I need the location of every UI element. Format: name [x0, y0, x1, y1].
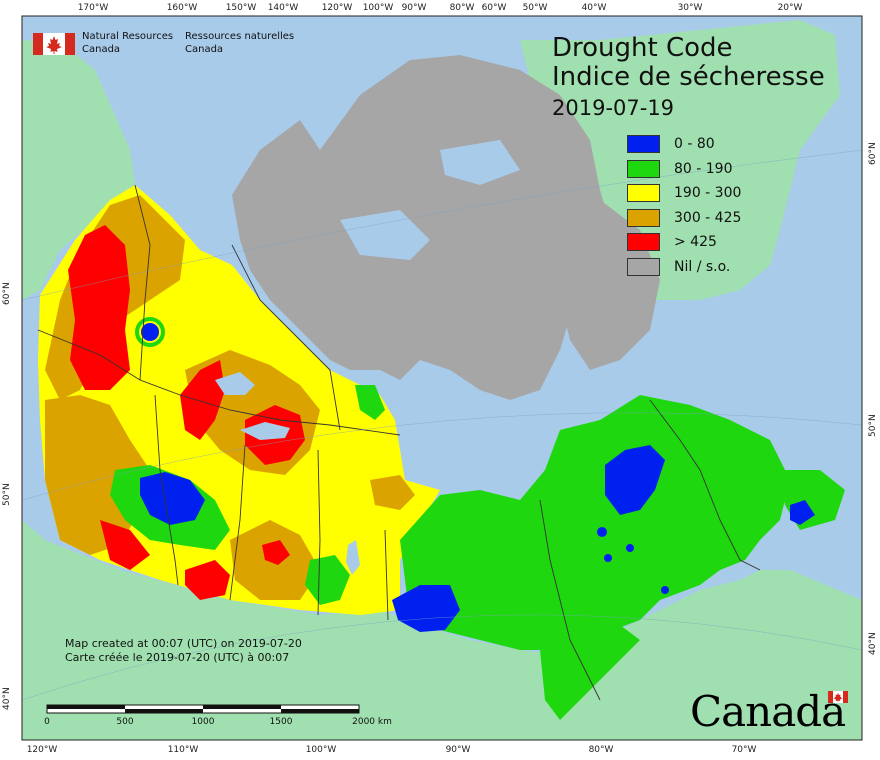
tick-top-30w: 30°W [677, 3, 703, 13]
tick-top-50w: 50°W [522, 3, 548, 13]
legend-label: 190 - 300 [674, 185, 742, 202]
tick-right-40n: 40°N [868, 632, 878, 655]
graticule-lines [21, 149, 863, 701]
scale-label-1500: 1500 [269, 717, 293, 727]
nrcan-name-en-2: Canada [82, 44, 121, 55]
prairie-green [305, 555, 350, 605]
tick-top-100w: 100°W [362, 3, 394, 13]
yukon-blue-ring [135, 317, 165, 347]
legend-swatch [627, 233, 660, 252]
nwt-red [180, 360, 225, 440]
scale-label-1000: 1000 [191, 717, 215, 727]
quebec-blue-spot-1 [597, 527, 607, 537]
tick-top-80w: 80°W [449, 3, 475, 13]
tick-top-140w: 140°W [267, 3, 299, 13]
hudson-bay-water [400, 370, 550, 500]
map-date: 2019-07-19 [552, 96, 675, 120]
great-bear-lake [215, 372, 255, 395]
scale-label-2000: 2000 km [352, 717, 392, 727]
tick-bottom-110w: 110°W [167, 745, 199, 755]
southern-ontario [540, 625, 640, 720]
quebec-blue [605, 445, 665, 515]
labrador-blue [790, 500, 815, 525]
nrcan-name-fr-2: Canada [185, 44, 224, 55]
map-title: Drought Code Indice de sécheresse [552, 34, 825, 92]
scale-label-0: 0 [44, 717, 50, 727]
legend-label: 80 - 190 [674, 160, 733, 177]
tick-bottom-90w: 90°W [445, 745, 471, 755]
arctic-islands [232, 55, 615, 400]
quebec-blue-spot-2 [604, 554, 612, 562]
tick-right-60n: 60°N [868, 142, 878, 165]
scale-label-500: 500 [116, 717, 134, 727]
tick-left-50n: 50°N [2, 483, 12, 506]
lake-winnipeg [346, 540, 360, 575]
tick-top-160w: 160°W [166, 3, 198, 13]
nb-blue-spot [661, 586, 669, 594]
tick-top-40w: 40°W [581, 3, 607, 13]
tick-left-40n: 40°N [2, 687, 12, 710]
tick-top-90w: 90°W [401, 3, 427, 13]
tick-top-150w: 150°W [225, 3, 257, 13]
legend-label: Nil / s.o. [674, 258, 731, 275]
nrcan-name-fr-1: Ressources naturelles [185, 31, 295, 42]
tick-bottom-80w: 80°W [588, 745, 614, 755]
title-english: Drought Code [552, 33, 733, 63]
tick-bottom-100w: 100°W [305, 745, 337, 755]
alaska-land [22, 40, 135, 300]
legend-swatch [627, 184, 660, 203]
great-slave-lake [240, 422, 290, 440]
hudson-shore-green [355, 385, 385, 420]
legend-label: > 425 [674, 234, 717, 251]
map-credit: Map created at 00:07 (UTC) on 2019-07-20… [65, 637, 302, 665]
bc-south-red [100, 520, 150, 570]
legend-swatch [627, 135, 660, 153]
provincial-borders [37, 184, 761, 701]
alberta-blue [140, 472, 205, 525]
arctic-channel-2 [440, 140, 520, 185]
tick-top-20w: 20°W [777, 3, 803, 13]
scale-bar-graphic [46, 704, 360, 714]
legend-swatch [627, 257, 660, 276]
legend-swatch [627, 159, 660, 178]
wordmark-text: Canada [690, 687, 846, 736]
arctic-channel-1 [340, 210, 430, 260]
tick-top-120w: 120°W [321, 3, 353, 13]
manitoba-orange [370, 475, 415, 510]
title-french: Indice de sécheresse [552, 62, 825, 92]
nrcan-name-en-1: Natural Resources [82, 31, 174, 42]
usa-land [22, 520, 862, 740]
canada-wordmark: Canada [690, 687, 848, 736]
legend-label: 0 - 80 [674, 136, 715, 152]
legend-label: 300 - 425 [674, 209, 742, 226]
tick-top-170w: 170°W [77, 3, 109, 13]
tick-bottom-120w: 120°W [26, 745, 58, 755]
quebec-blue-spot-3 [626, 544, 634, 552]
wordmark-flag-icon [828, 691, 848, 703]
map-border [21, 15, 863, 741]
credit-english: Map created at 00:07 (UTC) on 2019-07-20 [65, 637, 302, 650]
canada-flag-icon [33, 33, 75, 55]
tick-bottom-70w: 70°W [731, 745, 757, 755]
tick-top-60w: 60°W [481, 3, 507, 13]
tick-left-60n: 60°N [2, 282, 12, 305]
tick-right-50n: 50°N [868, 414, 878, 437]
credit-french: Carte créée le 2019-07-20 (UTC) à 00:07 [65, 651, 290, 664]
ontario-blue [392, 585, 460, 632]
legend-swatch [627, 208, 660, 227]
alberta-red [185, 560, 230, 600]
sask-red [262, 540, 290, 565]
yukon-blue-spot [141, 323, 159, 341]
